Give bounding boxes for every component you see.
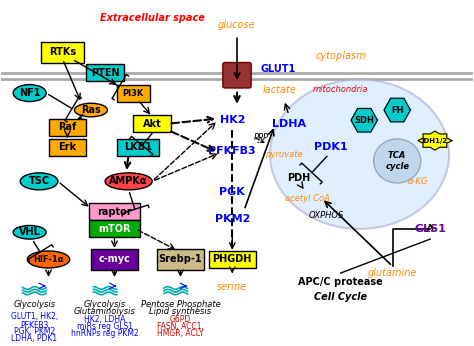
FancyBboxPatch shape — [89, 220, 140, 237]
FancyBboxPatch shape — [48, 119, 86, 136]
Text: HMGR, ACLY: HMGR, ACLY — [157, 329, 204, 338]
Text: Glycolysis: Glycolysis — [13, 300, 55, 309]
Ellipse shape — [13, 226, 46, 239]
FancyBboxPatch shape — [89, 203, 140, 220]
Text: OXPHOS: OXPHOS — [309, 211, 344, 220]
Text: Raf: Raf — [58, 122, 76, 132]
FancyBboxPatch shape — [209, 251, 256, 268]
Text: GLS1: GLS1 — [414, 224, 446, 234]
Text: FASN, ACC1,: FASN, ACC1, — [157, 322, 204, 331]
FancyBboxPatch shape — [117, 139, 159, 156]
Text: Akt: Akt — [143, 119, 162, 129]
Text: SDH: SDH — [354, 116, 374, 125]
FancyBboxPatch shape — [133, 115, 171, 132]
Text: lactate: lactate — [263, 85, 296, 95]
Text: HIF-1α: HIF-1α — [33, 255, 64, 264]
Text: FH: FH — [391, 106, 403, 115]
Ellipse shape — [374, 139, 421, 183]
Text: miRs reg GLS1: miRs reg GLS1 — [77, 322, 133, 331]
Text: Cell Cycle: Cell Cycle — [314, 292, 367, 302]
Text: Lipid synthesis: Lipid synthesis — [149, 307, 211, 316]
Text: PFKFB3: PFKFB3 — [209, 146, 256, 156]
Text: acetyl CoA: acetyl CoA — [285, 194, 330, 203]
Ellipse shape — [74, 103, 108, 117]
Text: AMPKα: AMPKα — [109, 176, 148, 186]
Text: RTKs: RTKs — [49, 47, 76, 57]
Text: LKB1: LKB1 — [124, 143, 152, 152]
Ellipse shape — [13, 84, 46, 102]
Ellipse shape — [270, 80, 449, 229]
Text: Glutaminolysis: Glutaminolysis — [74, 307, 136, 316]
Text: glutamine: glutamine — [368, 268, 417, 278]
Text: PFKFB3: PFKFB3 — [20, 320, 48, 330]
Text: Srebp-1: Srebp-1 — [159, 254, 202, 264]
Text: PGK: PGK — [219, 186, 245, 197]
Ellipse shape — [105, 173, 152, 190]
Text: PGK, PKM2: PGK, PKM2 — [14, 327, 55, 336]
Text: APC/C protease: APC/C protease — [298, 276, 383, 286]
Text: c-myc: c-myc — [99, 254, 130, 264]
Text: PDH: PDH — [287, 173, 310, 183]
Text: IDH1/2: IDH1/2 — [422, 138, 448, 144]
FancyBboxPatch shape — [86, 64, 124, 81]
Text: G6PD: G6PD — [170, 316, 191, 325]
Text: PI3K: PI3K — [123, 89, 144, 98]
Text: PHGDH: PHGDH — [213, 254, 252, 264]
Text: Erk: Erk — [58, 143, 76, 152]
Text: LDHA: LDHA — [272, 119, 306, 129]
Text: Pentose Phosphate: Pentose Phosphate — [141, 300, 220, 309]
Polygon shape — [384, 98, 410, 122]
Text: serine: serine — [217, 282, 247, 292]
Text: glucose: glucose — [218, 20, 256, 30]
Text: PDK1: PDK1 — [314, 143, 348, 152]
Text: HK2: HK2 — [219, 115, 245, 125]
Text: GLUT1, HK2,: GLUT1, HK2, — [11, 312, 58, 321]
Text: Glycolysis: Glycolysis — [84, 300, 126, 309]
FancyBboxPatch shape — [157, 249, 204, 270]
Text: TSC: TSC — [28, 176, 50, 186]
Text: raptor: raptor — [97, 207, 132, 217]
Text: VHL: VHL — [19, 227, 41, 237]
Ellipse shape — [27, 251, 70, 268]
Polygon shape — [418, 131, 452, 150]
Text: α-KG: α-KG — [408, 177, 428, 186]
Text: PKM2: PKM2 — [215, 214, 250, 224]
Text: mitochondria: mitochondria — [313, 85, 368, 94]
Text: mTOR: mTOR — [98, 224, 131, 234]
Text: hnRNPs reg PKM2: hnRNPs reg PKM2 — [71, 329, 139, 338]
Text: pyruvate: pyruvate — [265, 150, 303, 159]
Text: PTEN: PTEN — [91, 68, 119, 78]
Text: NF1: NF1 — [19, 88, 40, 98]
FancyBboxPatch shape — [223, 63, 251, 88]
Text: GLUT1: GLUT1 — [261, 64, 296, 74]
FancyBboxPatch shape — [48, 139, 86, 156]
FancyBboxPatch shape — [117, 84, 150, 102]
Text: cytoplasm: cytoplasm — [315, 51, 366, 61]
Ellipse shape — [20, 173, 58, 190]
Text: Ras: Ras — [81, 105, 101, 115]
Text: HK2, LDHA: HK2, LDHA — [84, 316, 126, 325]
Text: TCA
cycle: TCA cycle — [385, 151, 409, 171]
FancyBboxPatch shape — [41, 42, 84, 63]
Polygon shape — [351, 108, 377, 132]
FancyBboxPatch shape — [91, 249, 138, 270]
Text: PPP: PPP — [254, 133, 268, 142]
Text: LDHA, PDK1: LDHA, PDK1 — [11, 334, 57, 343]
Text: Extracellular space: Extracellular space — [100, 13, 205, 24]
